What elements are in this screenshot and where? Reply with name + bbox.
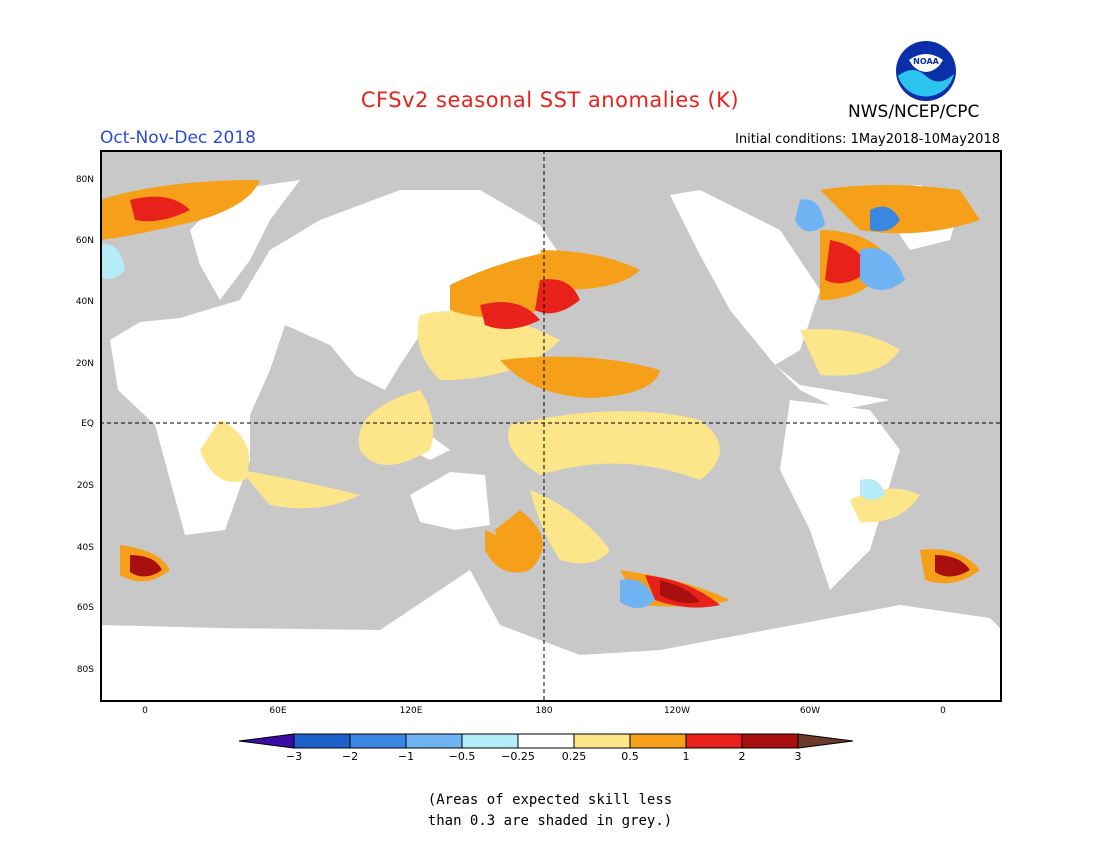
lon-label-0-east: 0 <box>940 706 946 716</box>
lon-label-60e: 60E <box>269 706 287 716</box>
colorbar-box <box>293 733 351 749</box>
lat-label-20s: 20S <box>76 481 94 491</box>
colorbar-tick-label: −0.5 <box>448 750 476 763</box>
lon-label-120e: 120E <box>399 706 423 716</box>
lat-label-40n: 40N <box>75 297 94 307</box>
forecast-period: Oct-Nov-Dec 2018 <box>100 128 256 148</box>
colorbar-arrow-high <box>797 733 854 749</box>
colorbar-tick-label: −2 <box>341 750 359 763</box>
lat-label-40s: 40S <box>76 543 94 553</box>
colorbar-box <box>629 733 687 749</box>
colorbar-box <box>349 733 407 749</box>
lon-label-60w: 60W <box>799 706 821 716</box>
lon-label-0-west: 0 <box>142 706 148 716</box>
colorbar-box <box>461 733 519 749</box>
noaa-logo: NOAA <box>895 40 957 106</box>
warm-anomalies <box>100 180 980 608</box>
colorbar-tick-label: 2 <box>738 750 746 763</box>
initial-conditions: Initial conditions: 1May2018-10May2018 <box>735 132 1000 147</box>
colorbar-arrow-low <box>238 733 295 749</box>
colorbar-tick-label: −3 <box>285 750 303 763</box>
lat-label-60n: 60N <box>75 236 94 246</box>
skill-note-line-1: (Areas of expected skill less <box>427 792 673 808</box>
colorbar-tick-label: 0.5 <box>621 750 639 763</box>
colorbar-box <box>741 733 799 749</box>
colorbar-tick-label: −1 <box>397 750 415 763</box>
colorbar-tick-label: 0.25 <box>561 750 587 763</box>
lat-label-eq: EQ <box>81 419 94 429</box>
colorbar <box>238 733 854 749</box>
cold-anomalies <box>100 199 905 609</box>
colorbar-box <box>573 733 631 749</box>
colorbar-tick-label: 1 <box>682 750 690 763</box>
colorbar-box <box>517 733 575 749</box>
lat-label-60s: 60S <box>76 603 94 613</box>
colorbar-box <box>405 733 463 749</box>
lon-label-180: 180 <box>535 706 553 716</box>
agency-label: NWS/NCEP/CPC <box>848 102 980 122</box>
svg-text:NOAA: NOAA <box>913 57 939 66</box>
map-title: CFSv2 seasonal SST anomalies (K) <box>360 88 740 112</box>
lat-label-80n: 80N <box>75 175 94 185</box>
skill-note: (Areas of expected skill less than 0.3 a… <box>0 790 1100 832</box>
lon-label-120w: 120W <box>663 706 691 716</box>
colorbar-tick-label: −0.25 <box>501 750 535 763</box>
skill-note-line-2: than 0.3 are shaded in grey.) <box>427 813 673 829</box>
sst-anomaly-map <box>100 150 1002 702</box>
lat-label-80s: 80S <box>76 665 94 675</box>
lat-label-20n: 20N <box>75 359 94 369</box>
colorbar-tick-label: 3 <box>794 750 802 763</box>
colorbar-box <box>685 733 743 749</box>
map-frame <box>100 150 1002 702</box>
